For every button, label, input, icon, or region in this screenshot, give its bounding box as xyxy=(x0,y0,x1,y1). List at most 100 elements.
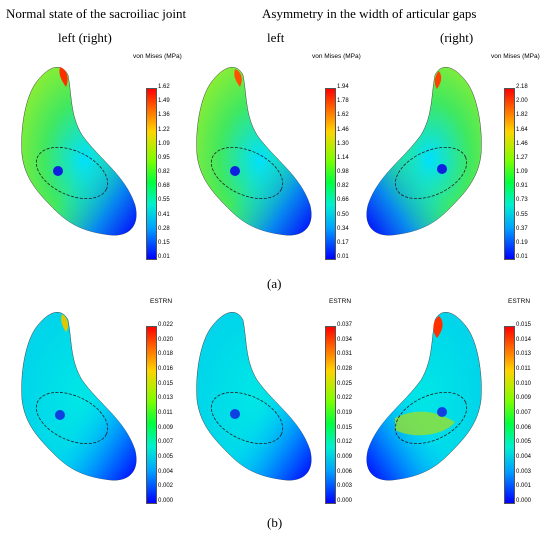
subheader-left: left xyxy=(267,30,285,45)
colorbar-tick-label: 2.00 xyxy=(516,98,528,105)
colorbar-tick-label: 0.50 xyxy=(337,211,349,218)
colorbar-tick-label: 0.005 xyxy=(516,439,532,446)
colorbar-tick-label: 0.020 xyxy=(158,336,174,343)
caption-b: (b) xyxy=(267,515,283,530)
colorbar-tick-label: 0.004 xyxy=(516,454,532,460)
colorbar-tick-label: 0.013 xyxy=(516,351,532,358)
colorbar-tick-label: 1.27 xyxy=(516,154,528,161)
colorbar-tick-label: 0.37 xyxy=(516,225,528,232)
colorbar-tick-label: 0.002 xyxy=(158,483,174,490)
colorbar-tick-label: 1.94 xyxy=(337,84,349,90)
colorbar-tick-label: 0.009 xyxy=(516,395,532,402)
colorbar xyxy=(146,88,157,260)
colorbar-tick-label: 0.003 xyxy=(516,468,532,475)
colorbar-title: ESTRN xyxy=(329,298,352,305)
colorbar-tick-label: 1.62 xyxy=(158,84,170,90)
colorbar-tick-label: 0.68 xyxy=(158,183,170,190)
colorbar-tick-label: 0.003 xyxy=(337,483,353,490)
colorbar-tick-label: 2.18 xyxy=(516,84,528,90)
colorbar-tick-label: 0.034 xyxy=(337,336,353,343)
header-normal-state: Normal state of the sacroiliac joint xyxy=(6,6,187,21)
colorbar-tick-label: 0.015 xyxy=(158,380,174,387)
colorbar-tick-label: 0.01 xyxy=(158,254,170,260)
colorbar-tick-label: 0.15 xyxy=(158,239,170,246)
colorbar-tick-label: 1.78 xyxy=(337,98,349,105)
colorbar-tick-label: 0.66 xyxy=(337,197,349,204)
colorbar-tick-label: 1.36 xyxy=(158,112,170,119)
colorbar-tick-label: 0.005 xyxy=(158,454,174,460)
colorbar-tick-label: 0.006 xyxy=(516,424,532,431)
colorbar-tick-label: 0.031 xyxy=(337,351,353,358)
colorbar-tick-label: 0.014 xyxy=(516,336,532,343)
colorbar-tick-label: 1.14 xyxy=(337,154,349,161)
colorbar-tick-label: 0.006 xyxy=(337,468,353,475)
colorbar-tick-label: 0.037 xyxy=(337,322,353,328)
colorbar-tick-label: 0.000 xyxy=(158,498,174,504)
colorbar-tick-label: 0.010 xyxy=(516,380,532,387)
plot-stress-left xyxy=(196,67,312,236)
colorbar-tick-label: 0.015 xyxy=(337,424,353,431)
colorbar xyxy=(504,326,515,504)
colorbar-tick-label: 0.91 xyxy=(516,183,528,190)
plot-strain-right xyxy=(366,312,482,481)
colorbar-title: ESTRN xyxy=(150,298,173,305)
colorbar-tick-label: 0.007 xyxy=(158,439,174,446)
colorbar-tick-label: 0.01 xyxy=(516,254,528,260)
colorbar-tick-label: 1.64 xyxy=(516,126,528,133)
colorbar-title: von Mises (MPa) xyxy=(312,53,361,60)
colorbar-tick-label: 0.95 xyxy=(158,154,170,161)
colorbar-tick-label: 1.09 xyxy=(516,169,528,175)
colorbar-tick-label: 0.015 xyxy=(516,322,532,328)
colorbar-tick-label: 0.022 xyxy=(158,322,174,328)
colorbar-tick-label: 0.98 xyxy=(337,169,349,175)
colorbar-tick-label: 0.012 xyxy=(337,439,353,446)
colorbar-tick-label: 1.62 xyxy=(337,112,349,119)
colorbar xyxy=(146,326,157,504)
colorbar-tick-label: 1.46 xyxy=(337,126,349,133)
colorbar-tick-label: 0.000 xyxy=(516,498,532,504)
colorbar-tick-label: 1.30 xyxy=(337,140,349,147)
colorbar-tick-label: 0.82 xyxy=(337,183,349,190)
colorbar-tick-label: 0.016 xyxy=(158,366,174,372)
colorbar-tick-label: 0.018 xyxy=(158,351,174,358)
colorbar-tick-label: 0.007 xyxy=(516,410,532,416)
colorbar-tick-label: 0.009 xyxy=(337,454,353,460)
header-asymmetry: Asymmetry in the width of articular gaps xyxy=(262,6,477,21)
colorbar-tick-label: 0.022 xyxy=(337,395,353,402)
colorbar-tick-label: 0.19 xyxy=(516,239,528,246)
plot-strain-normal xyxy=(21,312,137,481)
colorbar-tick-label: 0.009 xyxy=(158,424,174,431)
colorbar-tick-label: 0.55 xyxy=(516,211,528,218)
colorbar-tick-label: 0.82 xyxy=(158,169,170,175)
colorbar xyxy=(504,88,515,260)
colorbar-tick-label: 1.09 xyxy=(158,140,170,147)
colorbar-tick-label: 0.000 xyxy=(337,498,353,504)
plot-stress-normal xyxy=(21,67,137,236)
subheader-right: (right) xyxy=(440,30,474,45)
colorbar-title: von Mises (MPa) xyxy=(491,53,540,60)
colorbar-tick-label: 0.001 xyxy=(516,483,532,490)
plot-stress-right xyxy=(366,67,482,236)
colorbar-tick-label: 0.011 xyxy=(516,366,531,372)
colorbar-tick-label: 0.73 xyxy=(516,197,528,204)
colorbar-tick-label: 1.49 xyxy=(158,98,170,105)
colorbar-title: von Mises (MPa) xyxy=(133,53,182,60)
subheader-left-right: left (right) xyxy=(58,30,112,45)
colorbar-tick-label: 0.025 xyxy=(337,380,353,387)
colorbar-tick-label: 0.34 xyxy=(337,225,349,232)
plot-strain-left xyxy=(196,312,312,481)
colorbar xyxy=(325,88,336,260)
colorbar-tick-label: 0.011 xyxy=(158,410,173,416)
colorbar-tick-label: 0.55 xyxy=(158,197,170,204)
colorbar-tick-label: 0.17 xyxy=(337,239,349,246)
colorbar-tick-label: 0.01 xyxy=(337,254,349,260)
colorbar-tick-label: 1.22 xyxy=(158,126,170,133)
colorbar-tick-label: 0.028 xyxy=(337,366,353,372)
colorbar-tick-label: 1.46 xyxy=(516,140,528,147)
colorbar-tick-label: 0.41 xyxy=(158,211,170,218)
colorbar-tick-label: 0.019 xyxy=(337,410,353,416)
caption-a: (a) xyxy=(267,276,282,291)
colorbar xyxy=(325,326,336,504)
colorbar-tick-label: 1.82 xyxy=(516,112,528,119)
colorbar-title: ESTRN xyxy=(508,298,531,305)
